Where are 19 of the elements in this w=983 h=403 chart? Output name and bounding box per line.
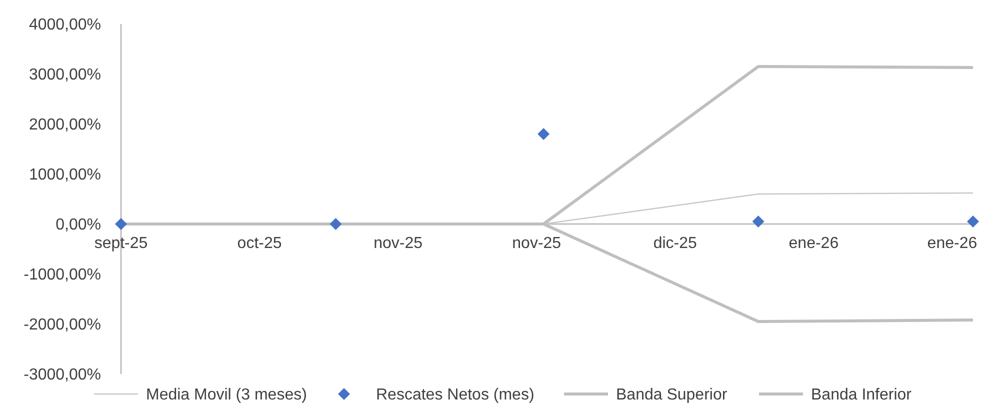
y-tick-label: 3000,00% (28, 66, 101, 84)
legend-label: Banda Inferior (811, 386, 912, 403)
x-tick-label: nov-25 (374, 235, 423, 252)
x-tick-label: dic-25 (653, 235, 698, 252)
x-tick-label: ene-26 (788, 235, 839, 252)
x-tick-label: oct-25 (237, 235, 282, 252)
x-tick-label: ene-26 (927, 235, 978, 252)
y-tick-label: -1000,00% (24, 266, 101, 284)
y-tick-label: 0,00% (56, 216, 101, 234)
y-tick-label: -2000,00% (24, 316, 101, 334)
y-tick-label: 4000,00% (28, 16, 101, 34)
x-tick-label: sept-25 (94, 235, 148, 252)
y-tick-label: 2000,00% (28, 116, 101, 134)
legend-label: Media Movil (3 meses) (146, 386, 307, 403)
y-tick-label: 1000,00% (28, 166, 101, 184)
y-tick-label: -3000,00% (24, 366, 101, 384)
legend-label: Rescates Netos (mes) (376, 386, 534, 403)
legend-label: Banda Superior (616, 386, 728, 403)
x-tick-label: nov-25 (512, 235, 562, 252)
